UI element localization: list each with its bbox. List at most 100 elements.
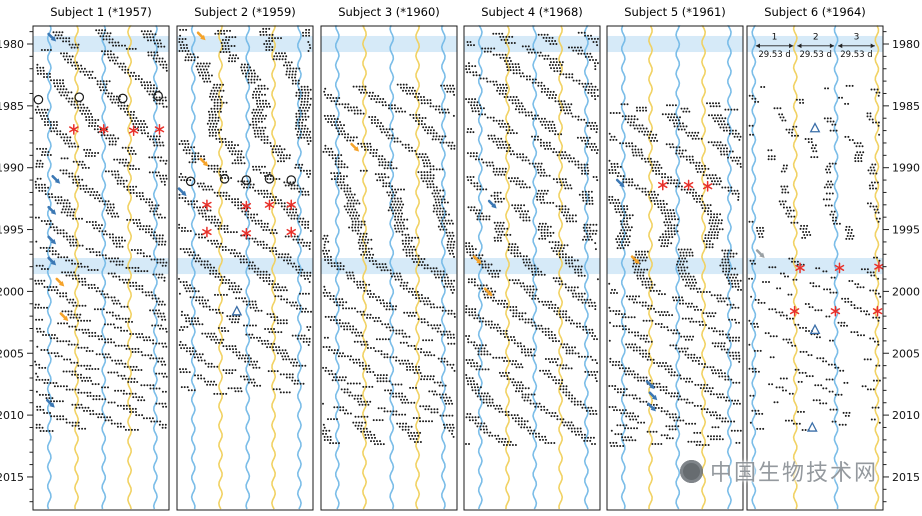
orange-arrow-marker bbox=[630, 255, 640, 265]
red-asterisk-marker bbox=[702, 180, 713, 192]
arrowhead-left-icon bbox=[755, 43, 760, 49]
yellow-moon-line bbox=[701, 25, 707, 510]
lunar-interval-number: 1 bbox=[772, 33, 778, 43]
panel-subject-6 bbox=[746, 25, 884, 511]
orange-arrow-marker bbox=[483, 287, 493, 297]
year-label-right: 1990 bbox=[892, 162, 920, 175]
blue-arrow-marker bbox=[47, 32, 57, 42]
blue-moon-line bbox=[477, 25, 483, 510]
blue-moon-line bbox=[296, 25, 302, 510]
lunar-interval-duration: 29.53 d bbox=[758, 50, 790, 60]
panel-border bbox=[32, 25, 170, 511]
circle-marker bbox=[33, 94, 44, 105]
blue-arrow-marker bbox=[645, 380, 655, 390]
circle-marker bbox=[241, 175, 252, 185]
highlight-band bbox=[464, 35, 600, 53]
yellow-moon-line bbox=[648, 25, 654, 510]
year-axes bbox=[27, 31, 889, 503]
orange-arrow-marker bbox=[472, 255, 482, 265]
blue-arrow-marker bbox=[648, 391, 658, 401]
highlight-band bbox=[607, 35, 743, 53]
arrowhead-left-icon bbox=[797, 43, 802, 49]
blue-moon-line bbox=[751, 25, 757, 510]
red-asterisk-marker bbox=[241, 200, 252, 212]
panel-title: Subject 3 (*1960) bbox=[338, 5, 440, 19]
year-label-left: 2000 bbox=[0, 285, 24, 298]
lunar-interval-number: 2 bbox=[813, 33, 819, 43]
red-asterisk-marker bbox=[202, 199, 212, 211]
yellow-moon-line bbox=[218, 25, 224, 510]
year-label-left: 1990 bbox=[0, 162, 24, 175]
orange-arrow-marker bbox=[59, 312, 69, 322]
arrowhead-left-icon bbox=[838, 43, 843, 49]
year-label-right: 1980 bbox=[892, 38, 920, 51]
circle-marker bbox=[286, 175, 297, 185]
panel-border bbox=[746, 25, 884, 511]
blue-arrow-marker bbox=[615, 178, 625, 188]
orange-arrow-marker bbox=[199, 157, 209, 167]
year-labels: 1980 1980 1985 1985 1990 1990 1995 1995 2000 2000… bbox=[0, 38, 920, 484]
menstruation-dots bbox=[322, 83, 456, 446]
panel-subject-3 bbox=[320, 25, 458, 511]
yellow-moon-line bbox=[361, 25, 368, 510]
red-asterisk-marker bbox=[834, 262, 845, 274]
panel-title: Subject 2 (*1959) bbox=[194, 5, 296, 19]
circle-marker bbox=[264, 174, 275, 184]
year-label-right: 1995 bbox=[892, 224, 920, 237]
red-asterisk-marker bbox=[264, 199, 275, 211]
lunar-month-annotation: 1 29.53 d 2 29.53 d 3 29.53 d bbox=[755, 33, 875, 60]
orange-arrow-marker bbox=[350, 142, 360, 152]
panel-subject-1 bbox=[32, 25, 170, 511]
yellow-moon-line bbox=[127, 25, 133, 510]
year-label-left: 2010 bbox=[0, 409, 24, 422]
highlight-band bbox=[33, 258, 169, 275]
highlight-band bbox=[33, 35, 169, 53]
panel-border bbox=[463, 25, 601, 511]
panel-title: Subject 4 (*1968) bbox=[481, 5, 583, 19]
year-label-right: 1985 bbox=[892, 100, 920, 113]
lunar-interval-number: 3 bbox=[854, 33, 860, 43]
menstruation-dots bbox=[748, 84, 882, 431]
year-label-left: 2015 bbox=[0, 471, 24, 484]
yellow-moon-line bbox=[505, 25, 511, 510]
red-asterisk-marker bbox=[830, 305, 841, 317]
circle-marker bbox=[74, 92, 85, 102]
orange-arrow-marker bbox=[55, 277, 65, 287]
blue-moon-line bbox=[389, 25, 395, 510]
panel-subject-4 bbox=[463, 25, 601, 511]
blue-arrow-marker bbox=[51, 174, 61, 184]
gray-arrow-marker bbox=[755, 249, 765, 259]
orange-arrow-marker bbox=[196, 31, 206, 41]
blue-moon-line bbox=[726, 25, 732, 510]
year-label-right: 2005 bbox=[892, 347, 920, 360]
panel-subject-2 bbox=[176, 25, 314, 511]
panel-subject-5 bbox=[606, 25, 744, 511]
red-asterisk-marker bbox=[98, 124, 109, 135]
triangle-marker bbox=[809, 122, 821, 133]
year-label-right: 2000 bbox=[892, 285, 920, 298]
menstruation-dots bbox=[608, 102, 743, 447]
blue-moon-line bbox=[833, 25, 839, 510]
panel-border bbox=[606, 25, 744, 511]
blue-arrow-marker bbox=[177, 187, 187, 197]
blue-arrow-marker bbox=[47, 256, 57, 266]
circle-marker bbox=[117, 93, 128, 104]
circle-marker bbox=[185, 176, 196, 187]
blue-arrow-marker bbox=[487, 199, 497, 209]
yellow-moon-line bbox=[271, 25, 277, 510]
lunar-interval-duration: 29.53 d bbox=[840, 50, 872, 60]
blue-moon-line bbox=[101, 25, 107, 510]
red-asterisk-marker bbox=[286, 199, 296, 211]
blue-moon-line bbox=[46, 25, 52, 510]
blue-arrow-marker bbox=[647, 402, 656, 412]
red-asterisk-marker bbox=[874, 261, 884, 273]
triangle-marker bbox=[231, 305, 243, 316]
panel-border bbox=[320, 25, 458, 511]
blue-moon-line bbox=[675, 25, 681, 510]
menstruation-dots bbox=[465, 31, 599, 446]
red-asterisk-marker bbox=[795, 262, 805, 274]
circle-marker bbox=[153, 91, 163, 101]
blue-moon-line bbox=[190, 25, 196, 510]
red-asterisk-marker bbox=[154, 124, 165, 135]
